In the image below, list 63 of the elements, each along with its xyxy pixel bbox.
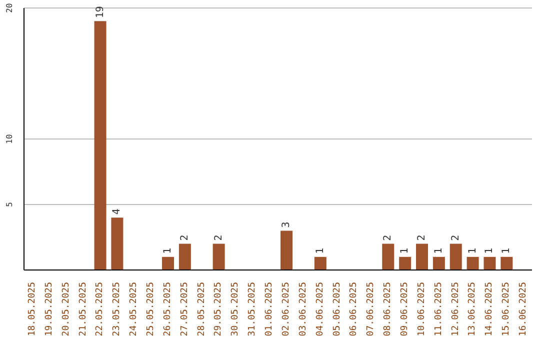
bar [399, 256, 412, 270]
x-tick-label: 01.06.2025 [264, 282, 275, 336]
x-tick-label: 02.06.2025 [281, 282, 292, 336]
bar [280, 230, 293, 270]
x-tick-label: 21.05.2025 [78, 282, 88, 336]
x-tick-label: 15.06.2025 [502, 282, 512, 336]
bar [212, 244, 225, 270]
data-label: 1 [400, 248, 411, 254]
x-tick-label: 10.06.2025 [416, 282, 427, 336]
bar [111, 218, 124, 270]
data-label: 1 [433, 248, 444, 254]
bar [162, 256, 174, 270]
bar [466, 256, 479, 270]
x-tick-label: 14.06.2025 [484, 282, 495, 336]
bar [314, 256, 326, 270]
x-tick-label: 23.05.2025 [112, 282, 122, 336]
bar [484, 256, 496, 270]
x-tick-label: 27.05.2025 [180, 282, 190, 336]
x-tick-label: 11.06.2025 [434, 282, 444, 336]
x-tick-label: 30.05.2025 [230, 282, 241, 336]
x-tick-label: 22.05.2025 [95, 282, 106, 336]
bar [416, 244, 428, 270]
x-tick-label: 28.05.2025 [196, 282, 207, 336]
x-tick-label: 12.06.2025 [450, 282, 461, 336]
x-tick-label: 26.05.2025 [162, 282, 173, 336]
x-tick-label: 03.06.2025 [298, 282, 308, 336]
data-label: 2 [179, 234, 190, 241]
bar [382, 244, 394, 270]
data-label: 2 [416, 234, 428, 241]
x-tick-label: 07.06.2025 [366, 282, 376, 336]
data-label: 3 [281, 222, 292, 228]
x-tick-label: 29.05.2025 [214, 282, 224, 336]
x-tick-label: 18.05.2025 [27, 282, 38, 336]
bar [178, 244, 191, 270]
x-tick-label: 06.06.2025 [349, 282, 360, 336]
x-tick-label: 09.06.2025 [400, 282, 410, 336]
data-label: 1 [314, 248, 326, 254]
data-label: 1 [467, 248, 478, 254]
x-tick-label: 20.05.2025 [61, 282, 72, 336]
y-tick-label: 5 [5, 202, 14, 207]
x-tick-label: 24.05.2025 [129, 282, 140, 336]
data-label: 1 [162, 248, 174, 254]
x-tick-label: 19.05.2025 [44, 282, 54, 336]
bar [432, 256, 445, 270]
data-label: 1 [484, 248, 496, 254]
bar [450, 244, 462, 270]
data-label: 2 [382, 234, 394, 241]
y-tick-label: 20 [5, 3, 14, 13]
data-label: 19 [94, 6, 106, 18]
y-tick-label: 10 [5, 134, 14, 144]
bar [500, 256, 513, 270]
data-label: 4 [112, 208, 123, 215]
data-label: 2 [213, 234, 224, 241]
x-tick-label: 16.06.2025 [518, 282, 529, 336]
x-tick-label: 31.05.2025 [248, 282, 258, 336]
x-tick-label: 13.06.2025 [468, 282, 478, 336]
data-label: 2 [450, 234, 462, 241]
x-tick-label: 25.05.2025 [146, 282, 156, 336]
data-label: 1 [501, 248, 512, 254]
x-tick-label: 04.06.2025 [315, 282, 326, 336]
x-tick-label: 08.06.2025 [383, 282, 394, 336]
bar [94, 21, 106, 270]
x-tick-label: 05.06.2025 [332, 282, 342, 336]
